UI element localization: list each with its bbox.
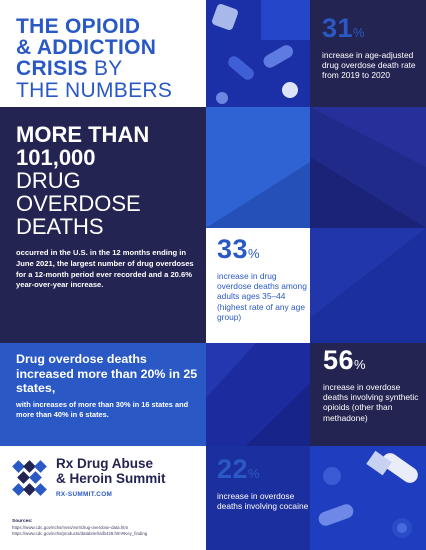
stat-22-text: increase in overdose deaths involving co… — [217, 491, 309, 512]
title-line-3: CRISIS BY — [16, 58, 206, 80]
stat-22-unit: % — [248, 466, 261, 481]
logo-name-line-1: Rx Drug Abuse — [56, 456, 154, 471]
pills-photo-middle — [206, 343, 310, 446]
geometric-shape-icon — [310, 228, 426, 343]
title-line-4: THE NUMBERS — [16, 79, 173, 102]
rx-summit-logo-icon — [12, 460, 47, 496]
stat-22-block: 22% increase in overdose deaths involvin… — [206, 446, 310, 550]
stat-31-text: increase in age-adjusted drug overdose d… — [322, 50, 416, 81]
headline-line-1: MORE THAN — [16, 122, 150, 147]
stat-56-value: 56 — [323, 345, 355, 375]
pills-photo-top — [206, 0, 310, 107]
title-line-1: THE OPIOID — [16, 15, 141, 38]
title-block: THE OPIOID & ADDICTION CRISIS BY THE NUM… — [0, 0, 206, 107]
geometric-shape-icon — [206, 107, 310, 228]
stat-22-number: 22% — [217, 455, 310, 488]
states-heading: Drug overdose deaths increased more than… — [16, 352, 198, 396]
pills-photo-icon — [310, 446, 426, 550]
states-text: with increases of more than 30% in 16 st… — [16, 399, 189, 420]
stat-31-number: 31% — [322, 14, 426, 47]
logo-name-line-2: & Heroin Summit — [56, 471, 166, 486]
logo-row: Rx Drug Abuse & Heroin Summit RX-SUMMIT.… — [12, 456, 206, 499]
pills-photo-bottom — [310, 446, 426, 550]
stat-31-unit: % — [353, 25, 366, 40]
stat-56-text: increase in overdose deaths involving sy… — [323, 382, 419, 423]
deep-blue-panel — [310, 228, 426, 343]
headline-line-4: OVERDOSE — [16, 191, 141, 216]
headline-line-5: DEATHS — [16, 214, 104, 239]
headline-line-2: 101,000 — [16, 145, 96, 170]
stat-33-text: increase in drug overdose deaths among a… — [217, 271, 307, 322]
stat-31-value: 31 — [322, 13, 354, 43]
states-block: Drug overdose deaths increased more than… — [0, 343, 206, 446]
geometric-panel — [206, 107, 310, 228]
pills-photo-icon — [206, 0, 310, 107]
stat-33-value: 33 — [217, 234, 249, 264]
headline-line-3: DRUG — [16, 168, 81, 193]
headline-block: MORE THAN 101,000 DRUG OVERDOSE DEATHS o… — [0, 107, 206, 343]
stat-56-unit: % — [354, 357, 367, 372]
logo-url[interactable]: RX-SUMMIT.COM — [56, 491, 113, 498]
pills-photo-right — [310, 107, 426, 228]
stat-33-number: 33% — [217, 235, 310, 268]
stat-56-block: 56% increase in overdose deaths involvin… — [310, 343, 426, 446]
sources: Sources: https://www.cdc.gov/nchs/nvss/v… — [12, 519, 202, 537]
logo-text: Rx Drug Abuse & Heroin Summit RX-SUMMIT.… — [56, 456, 166, 499]
source-link-2[interactable]: https://www.cdc.gov/nchs/products/databr… — [12, 531, 148, 536]
title-line-2: & ADDICTION — [16, 36, 157, 59]
headline-text: occurred in the U.S. in the 12 months en… — [16, 248, 194, 290]
title-line-3-bold: CRISIS — [16, 57, 88, 80]
source-link-1[interactable]: https://www.cdc.gov/nchs/nvss/vsrr/drug-… — [12, 525, 129, 530]
stat-33-block: 33% increase in drug overdose deaths amo… — [206, 228, 310, 343]
stat-22-value: 22 — [217, 454, 249, 484]
pills-photo-icon — [310, 107, 426, 228]
stat-33-unit: % — [248, 246, 261, 261]
title-line-3-rest: BY — [87, 57, 123, 80]
logo-block: Rx Drug Abuse & Heroin Summit RX-SUMMIT.… — [0, 446, 206, 550]
stat-56-number: 56% — [323, 346, 426, 379]
pills-photo-icon — [206, 343, 310, 446]
stat-31-block: 31% increase in age-adjusted drug overdo… — [310, 0, 426, 107]
sources-heading: Sources: — [12, 519, 33, 524]
